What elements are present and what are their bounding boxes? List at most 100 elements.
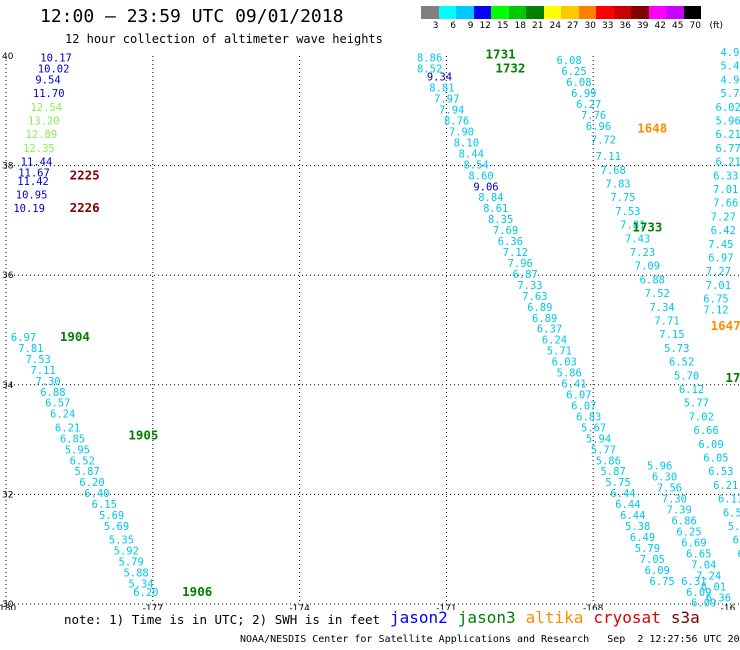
wave-height-value: 6.12 [679, 384, 704, 396]
grid-lines [5, 56, 740, 605]
x-tick-label: -174 [289, 604, 310, 610]
wave-height-value: 11.70 [33, 88, 65, 100]
wave-height-value: 7.81 [620, 220, 645, 232]
legend-entry: jason3 [457, 608, 516, 627]
wave-height-value: 5.92 [114, 546, 139, 558]
wave-height-value: 6.75 [649, 576, 674, 588]
wave-height-value: 6.08 [557, 55, 582, 67]
wave-height-value: 8.84 [478, 192, 503, 204]
wave-height-value: 7.52 [645, 288, 670, 300]
wave-height-value: 6.03 [552, 357, 577, 369]
wave-height-value: 12.89 [26, 129, 58, 141]
wave-height-value: 7.23 [630, 247, 655, 259]
wave-height-value: 6.25 [561, 66, 586, 78]
wave-height-value: 7.75 [610, 192, 635, 204]
chart-subtitle: 12 hour collection of altimeter wave hei… [65, 32, 383, 46]
colorbar-swatch [578, 6, 596, 19]
y-tick-label: 34 [2, 381, 14, 391]
wave-height-value: 6.02 [716, 102, 740, 114]
wave-height-value: 5.67 [581, 422, 606, 434]
wave-height-value: 7.56 [657, 483, 682, 495]
wave-height-value: 6.41 [561, 379, 586, 391]
wave-height-value: 7.34 [649, 302, 674, 314]
colorbar-swatch [473, 6, 491, 19]
wave-height-value: 7.12 [703, 305, 728, 317]
colorbar-swatch [526, 6, 544, 19]
x-tick-label: -168 [583, 604, 604, 610]
wave-height-value: 6.07 [571, 400, 596, 412]
wave-height-value: 9.06 [473, 181, 498, 193]
wave-height-value: 7.11 [596, 151, 621, 163]
wave-height-value: 5.35 [109, 535, 134, 547]
chart-note: note: 1) Time is in UTC; 2) SWH is in fe… [64, 612, 381, 627]
wave-height-value: 6.57 [45, 398, 70, 410]
y-tick-label: 36 [2, 271, 14, 281]
wave-height-value: 8.52 [417, 63, 442, 75]
wave-height-value: 11.42 [17, 176, 49, 188]
wave-height-value: 6.21 [716, 129, 740, 141]
wave-height-value: 6.27 [576, 99, 601, 111]
wave-height-value: 6.08 [566, 77, 591, 89]
wave-height-value: 9.54 [35, 74, 60, 86]
wave-height-value: 7.09 [635, 261, 660, 273]
wave-height-value: 7.27 [711, 211, 736, 223]
wave-height-value: 10.95 [16, 189, 48, 201]
wave-height-value: 5.79 [635, 543, 660, 555]
wave-height-value: 10.19 [13, 203, 45, 215]
wave-height-value: 7.30 [35, 376, 60, 388]
wave-height-value: 6.88 [40, 387, 65, 399]
wave-height-value: 8.54 [464, 159, 489, 171]
pass-time-label: 1904 [60, 329, 90, 344]
wave-height-value: 6.11 [718, 494, 740, 506]
axis-ticks: -180 -177 -174 -171 -168 -16 30 32 34 36 38 40 [0, 52, 736, 610]
wave-height-value: 5.73 [720, 88, 740, 100]
wave-height-value: 6.52 [669, 357, 694, 369]
wave-height-value: 7.94 [439, 105, 464, 117]
wave-height-value: 7.66 [713, 198, 738, 210]
wave-height-value: 6.96 [586, 121, 611, 133]
wave-height-value: 7.02 [689, 411, 714, 423]
wave-height-value: 6.66 [694, 425, 719, 437]
wave-height-value: 12.54 [30, 102, 62, 114]
wave-height-value: 6.52 [70, 455, 95, 467]
wave-height-value: 6.07 [566, 390, 591, 402]
wave-height-value: 6.44 [615, 499, 640, 511]
wave-height-value: 6.65 [686, 548, 711, 560]
pass-time-label: 1734 [725, 370, 740, 385]
colorbar-label: 12 [479, 21, 491, 31]
colorbar-label: 15 [497, 21, 509, 31]
pass-time-label: 2226 [70, 200, 100, 215]
wave-height-value: 6.77 [716, 143, 740, 155]
wave-height-value: 7.90 [449, 126, 474, 138]
wave-height-value: 13.20 [28, 116, 60, 128]
wave-height-value: 6.15 [92, 499, 117, 511]
colorbar-label: 39 [637, 21, 649, 31]
wave-height-value: 7.01 [713, 184, 738, 196]
wave-height-value: 8.44 [459, 148, 484, 160]
wave-height-value: 7.81 [18, 343, 43, 355]
wave-height-value: 4.91 [720, 47, 740, 59]
wave-height-value: 6.20 [79, 477, 104, 489]
wave-height-value: 6.44 [620, 510, 645, 522]
wave-height-value: 5.75 [605, 477, 630, 489]
wave-height-value: 10.17 [40, 52, 72, 64]
colorbar-swatch [421, 6, 439, 19]
wave-height-value: 7.53 [615, 206, 640, 218]
colorbar-swatch [613, 6, 631, 19]
legend-entry: altika [525, 608, 584, 627]
wave-height-value: 6.30 [652, 472, 677, 484]
colorbar-label: 9 [467, 21, 474, 31]
colorbar-label: 33 [602, 21, 614, 31]
pass-time-label: 1905 [128, 428, 158, 443]
wave-height-value: 8.10 [454, 137, 479, 149]
colorbar-label: 36 [619, 21, 631, 31]
wave-height-value: 6.75 [703, 294, 728, 306]
wave-height-value: 8.81 [429, 83, 454, 95]
wave-height-value: 7.72 [591, 135, 616, 147]
wave-height-value: 6.36 [498, 236, 523, 248]
wave-height-value: 5.88 [123, 568, 148, 580]
wave-height-value: 6.99 [571, 88, 596, 100]
colorbar-swatch [561, 6, 579, 19]
wave-height-value: 6.42 [711, 225, 736, 237]
wave-height-plot: -180 -177 -174 -171 -168 -16 30 32 34 36 38 40 10.1… [0, 47, 740, 610]
